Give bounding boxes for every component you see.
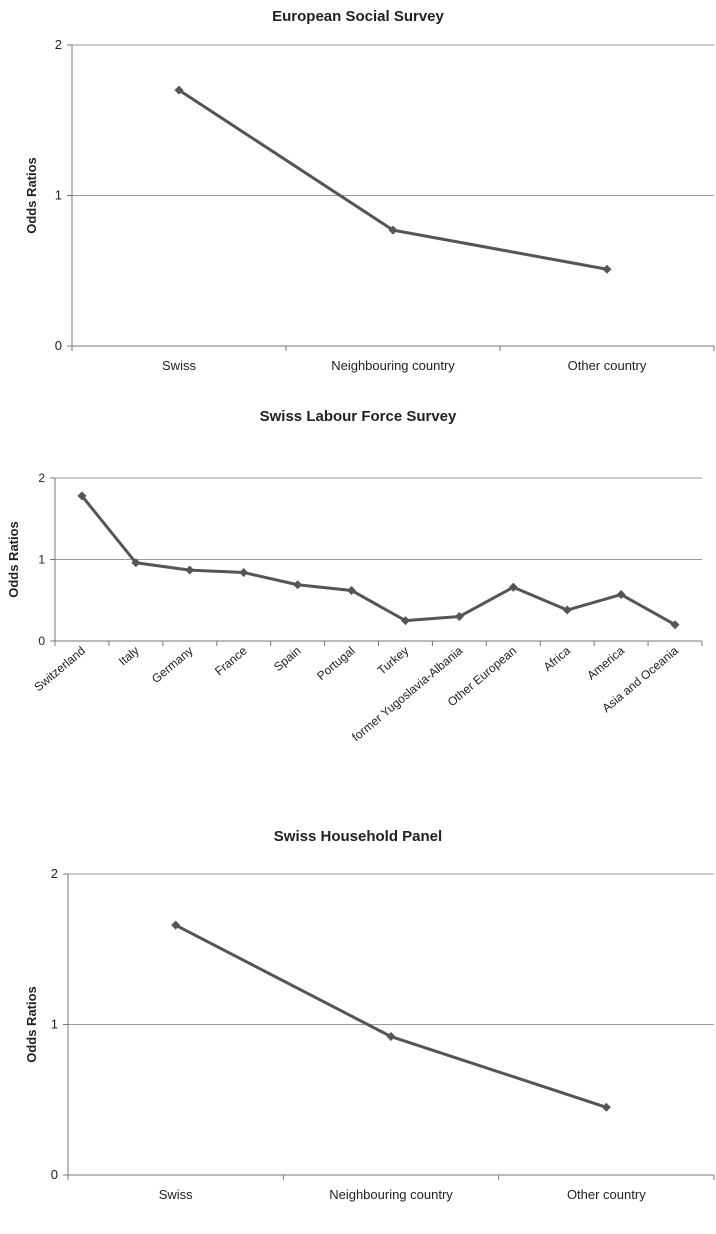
data-point bbox=[616, 590, 626, 600]
y-tick-label: 1 bbox=[38, 553, 45, 567]
x-tick-label: Germany bbox=[149, 644, 196, 686]
chart-title: Swiss Labour Force Survey bbox=[259, 408, 457, 425]
line-chart: 0 1 2 Odds Ratios Swiss Neighbouring country O… bbox=[24, 37, 715, 373]
x-tick-label: Swiss bbox=[159, 1187, 193, 1202]
x-tick-label: Neighbouring country bbox=[329, 1187, 453, 1202]
line-chart: 0 1 2 Odds Ratios Swiss Neighbouring country O… bbox=[24, 866, 715, 1202]
x-tick-label: America bbox=[584, 643, 627, 682]
chart-title: Swiss Household Panel bbox=[273, 828, 443, 845]
data-point bbox=[174, 85, 184, 95]
data-point bbox=[602, 264, 612, 274]
data-point bbox=[454, 612, 464, 622]
data-point bbox=[185, 565, 195, 575]
chart-title: European Social Survey bbox=[272, 8, 444, 25]
series-line bbox=[174, 923, 607, 1109]
y-tick-label: 2 bbox=[55, 37, 62, 52]
y-tick-label: 1 bbox=[55, 188, 62, 203]
y-tick-label: 2 bbox=[38, 471, 45, 485]
y-axis-label: Odds Ratios bbox=[6, 521, 21, 598]
data-point bbox=[388, 225, 398, 235]
data-point bbox=[347, 585, 357, 595]
series-line bbox=[178, 88, 608, 271]
y-tick-label: 0 bbox=[55, 338, 62, 353]
line-chart: 0 1 2 Odds Ratios Switzerland Italy Germany Fra… bbox=[6, 471, 703, 744]
x-tick-label: former Yugoslavia-Albania bbox=[349, 643, 465, 744]
x-tick-label: Portugal bbox=[314, 644, 357, 683]
data-point bbox=[239, 568, 249, 578]
data-point bbox=[670, 620, 680, 630]
y-tick-label: 2 bbox=[51, 866, 58, 881]
y-tick-label: 0 bbox=[51, 1167, 58, 1182]
data-point bbox=[562, 605, 572, 615]
chart-swiss-household-panel: Swiss Household Panel 0 1 2 Odds Ratios Swis… bbox=[0, 818, 716, 1234]
series-line bbox=[80, 494, 676, 627]
x-tick-label: Africa bbox=[541, 643, 574, 674]
chart-swiss-labour-force-survey: Swiss Labour Force Survey 0 1 2 Odds Ratios… bbox=[0, 400, 716, 810]
x-tick-label: Neighbouring country bbox=[331, 358, 455, 373]
y-axis-label: Odds Ratios bbox=[24, 157, 39, 234]
x-tick-label: Other country bbox=[568, 358, 647, 373]
data-point bbox=[386, 1032, 396, 1042]
data-point bbox=[400, 616, 410, 626]
x-tick-label: Spain bbox=[271, 644, 304, 674]
data-point bbox=[171, 920, 181, 930]
y-axis-label: Odds Ratios bbox=[24, 986, 39, 1063]
x-tick-label: France bbox=[212, 643, 250, 678]
chart-european-social-survey: European Social Survey 0 1 2 Odds Ratios Swi… bbox=[0, 0, 716, 390]
x-tick-label: Swiss bbox=[162, 358, 196, 373]
y-tick-label: 1 bbox=[51, 1017, 58, 1032]
x-tick-label: Turkey bbox=[375, 644, 412, 678]
x-tick-label: Italy bbox=[116, 644, 142, 669]
data-point bbox=[601, 1102, 611, 1112]
y-tick-label: 0 bbox=[38, 634, 45, 648]
x-tick-label: Switzerland bbox=[31, 644, 88, 695]
x-tick-label: Other country bbox=[567, 1187, 646, 1202]
data-point bbox=[77, 491, 87, 501]
data-point bbox=[293, 580, 303, 590]
data-point bbox=[131, 558, 141, 568]
data-point bbox=[508, 582, 518, 592]
